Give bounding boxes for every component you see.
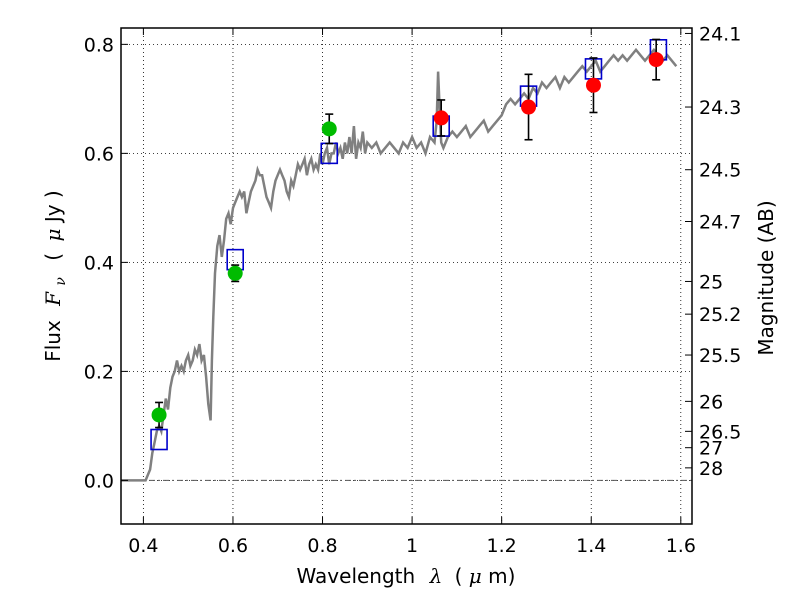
detection-point bbox=[585, 77, 601, 93]
axis-ticks bbox=[121, 28, 692, 524]
x-tick-label: 0.4 bbox=[128, 535, 158, 557]
y2-tick-label: 24.7 bbox=[699, 211, 741, 233]
y-axis-label-symbol: F bbox=[41, 291, 65, 307]
y-axis-label-subscript: ν bbox=[53, 277, 69, 286]
x-axis-label: Wavelength λ ( μ m) bbox=[297, 564, 516, 588]
plot-frame bbox=[120, 27, 693, 525]
x-axis-label-mu: μ bbox=[469, 564, 482, 588]
x-tick-label: 1 bbox=[406, 535, 418, 557]
x-tick-label: 1.4 bbox=[576, 535, 606, 557]
x-tick-label: 1.6 bbox=[666, 535, 696, 557]
y-tick-label: 0.2 bbox=[84, 361, 114, 383]
y-tick-label: 0.6 bbox=[84, 143, 114, 165]
y2-tick-label: 26.5 bbox=[699, 421, 741, 443]
y2-tick-label: 26 bbox=[699, 391, 723, 413]
y-axis-label-mu: μ bbox=[41, 229, 65, 242]
y2-tick-label: 25.5 bbox=[699, 345, 741, 367]
y-axis-label: Flux F ν ( μ Jy ) bbox=[41, 190, 70, 362]
x-tick-labels: 0.4 0.6 0.8 1 1.2 1.4 1.6 bbox=[128, 535, 696, 557]
y-tick-label: 0.8 bbox=[84, 34, 114, 56]
detection-point bbox=[648, 52, 664, 68]
detection-point bbox=[521, 99, 537, 115]
x-axis-label-symbol: λ bbox=[429, 564, 443, 588]
detection-point bbox=[227, 265, 243, 281]
y2-tick-label: 24.1 bbox=[699, 23, 741, 45]
y-tick-label: 0.0 bbox=[84, 470, 114, 492]
y-axis-label-paren: ( bbox=[41, 253, 65, 261]
detection-point bbox=[433, 110, 449, 126]
x-tick-label: 1.2 bbox=[487, 535, 517, 557]
y2-tick-label: 24.5 bbox=[699, 160, 741, 182]
y-axis-label-unit: Jy ) bbox=[41, 190, 65, 224]
error-bars bbox=[155, 38, 661, 429]
x-tick-label: 0.8 bbox=[307, 535, 337, 557]
y-tick-labels: 0.0 0.2 0.4 0.6 0.8 bbox=[84, 34, 114, 492]
grid bbox=[121, 28, 692, 524]
y-tick-label: 0.4 bbox=[84, 252, 114, 274]
model-box bbox=[150, 428, 168, 451]
x-tick-label: 0.6 bbox=[218, 535, 248, 557]
y2-tick-label: 27 bbox=[699, 438, 723, 460]
y2-tick-label: 25 bbox=[699, 271, 723, 293]
y2-tick-label: 24.3 bbox=[699, 97, 741, 119]
x-axis-label-unit: m) bbox=[488, 564, 515, 588]
y2-axis-label: Magnitude (AB) bbox=[754, 200, 778, 355]
x-axis-label-paren: ( bbox=[455, 564, 463, 588]
detection-point bbox=[321, 121, 337, 137]
x-axis-label-text: Wavelength bbox=[297, 564, 416, 588]
y-axis-label-text: Flux bbox=[41, 320, 65, 362]
detection-points bbox=[151, 52, 664, 423]
model-boxes bbox=[150, 39, 668, 451]
y2-tick-label: 25.2 bbox=[699, 304, 741, 326]
spectrum-line bbox=[121, 47, 678, 482]
detection-point bbox=[151, 407, 167, 423]
y2-tick-label: 28 bbox=[699, 458, 723, 480]
